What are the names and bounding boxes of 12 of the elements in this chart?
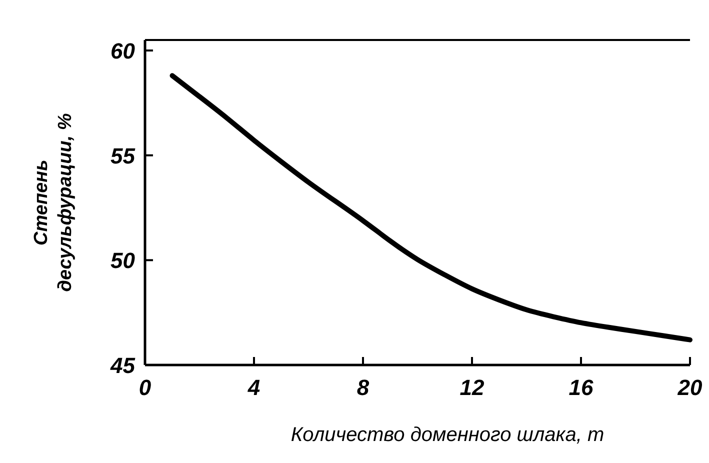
x-tick-label: 12	[460, 375, 485, 400]
x-tick-label: 4	[246, 375, 260, 400]
y-tick-label: 45	[110, 353, 136, 378]
x-tick-label: 20	[676, 375, 703, 400]
x-axis-title: Количество доменного шлака, т	[290, 424, 604, 446]
y-tick-label: 50	[110, 248, 136, 274]
x-tick-label: 16	[568, 375, 594, 400]
y-tick-label: 60	[110, 38, 136, 64]
x-tick-label: 8	[356, 375, 370, 400]
y-tick-label: 55	[110, 143, 136, 168]
x-tick-label: 0	[138, 375, 152, 400]
y-axis-title: Степень десульфурации, %	[31, 113, 76, 292]
